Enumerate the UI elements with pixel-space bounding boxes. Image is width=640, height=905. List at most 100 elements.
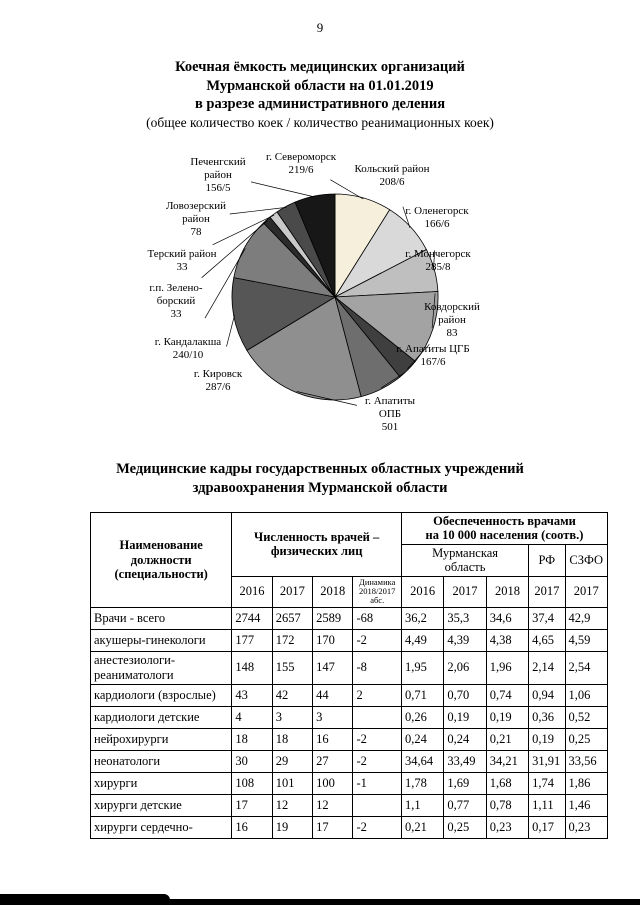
table-cell: 36,2 — [400, 606, 445, 630]
row-label: Врачи - всего — [89, 606, 233, 630]
chart-title-line-2: Мурманской области на 01.01.2019 — [206, 77, 434, 94]
row-label: неонатологи — [89, 749, 233, 773]
table-cell: 1,1 — [400, 793, 445, 817]
chart-subtitle: (общее количество коек / количество реан… — [146, 114, 494, 130]
table-cell: 0,24 — [443, 727, 487, 751]
table-cell: 4,65 — [528, 628, 566, 652]
table-cell — [352, 793, 402, 817]
pie-slice-3 — [333, 291, 439, 362]
table-row: анестезиологи-реаниматологи 148 155 147 -8 1,… — [89, 650, 608, 685]
table-cell: 16 — [312, 727, 354, 751]
table-body: Врачи - всего 2744 2657 2589 -68 36,2 35,3 34,6… — [89, 606, 608, 839]
table-cell: 0,78 — [485, 793, 530, 817]
pie-slice-label: г. Кандалакша 240/10 — [155, 336, 221, 361]
pie-label-leader-line — [380, 372, 405, 389]
col-header-region: Мурманская область — [400, 543, 530, 577]
table-cell: 34,21 — [485, 749, 530, 773]
pie-slice-label: г. Апатиты ОПБ 501 — [365, 395, 416, 433]
pie-label-leader-line — [226, 314, 235, 347]
chart-title: Коечная ёмкость медицинских организаций … — [0, 58, 640, 131]
table-row: акушеры-гинекологи 177 172 170 -2 4,49 4,39 4,3… — [89, 628, 608, 652]
staff-table-wrap: Наименование должности (специальности) Ч… — [89, 512, 609, 839]
table-cell: 19 — [271, 815, 314, 839]
table-cell: 34,64 — [400, 749, 445, 773]
pie-label-leader-line — [201, 220, 268, 278]
table-cell: 0,36 — [528, 705, 566, 729]
table-title-line-1: Медицинские кадры государственных област… — [116, 461, 524, 477]
table-row: хирурги 108 101 100 -1 1,78 1,69 1,68 1,74 1,86 — [89, 771, 608, 795]
table-cell: 2,14 — [528, 650, 566, 685]
table-cell: 108 — [231, 771, 273, 795]
table-cell: 43 — [231, 683, 273, 707]
col-header-year: 2017 — [443, 575, 487, 608]
pie-label-leader-line — [204, 248, 246, 319]
table-cell: 33,49 — [443, 749, 487, 773]
table-cell: 18 — [231, 727, 273, 751]
table-title: Медицинские кадры государственных област… — [0, 460, 640, 498]
row-label: нейрохирурги — [89, 727, 233, 751]
col-header-year: 2016 — [400, 575, 445, 608]
pie-slice-label: г. Оленегорск 166/6 — [405, 205, 469, 230]
col-header-name: Наименование должности (специальности) — [89, 512, 233, 608]
table-cell: 0,70 — [443, 683, 487, 707]
pie-slice-label: г. Апатиты ЦГБ 167/6 — [396, 343, 469, 368]
table-cell: -2 — [352, 815, 402, 839]
table-cell: 12 — [271, 793, 314, 817]
table-cell: 101 — [271, 771, 314, 795]
pie-slice-label: г. Кировск 287/6 — [194, 368, 243, 393]
table-cell: 44 — [312, 683, 354, 707]
table-cell: 12 — [312, 793, 354, 817]
table-cell: 18 — [271, 727, 314, 751]
table-cell: 1,78 — [400, 771, 445, 795]
table-cell: 4,38 — [485, 628, 530, 652]
table-cell: 42 — [271, 683, 314, 707]
pie-label-leader-line — [407, 344, 430, 370]
col-header-dynamics: Динамика 2018/2017 абс. — [352, 575, 402, 608]
col-header-counts-group: Численность врачей – физических лиц — [231, 512, 402, 577]
col-header-year: 2018 — [312, 575, 354, 608]
row-label: акушеры-гинекологи — [89, 628, 233, 652]
pie-slice-label: Кольский район 208/6 — [354, 163, 429, 188]
table-cell: 1,69 — [443, 771, 487, 795]
pie-slice-label: Печенгский район 156/5 — [190, 156, 245, 194]
table-header: Наименование должности (специальности) Ч… — [89, 512, 609, 608]
table-cell: 0,21 — [485, 727, 530, 751]
col-header-year: 2017 — [528, 575, 566, 608]
table-cell: 30 — [231, 749, 273, 773]
table-cell: 0,19 — [528, 727, 566, 751]
table-cell: 3 — [312, 705, 354, 729]
table-cell: 4,59 — [564, 628, 608, 652]
pie-slice-label: Терский район 33 — [147, 248, 216, 273]
col-header-szfo: СЗФО — [564, 543, 608, 577]
table-cell: 33,56 — [564, 749, 608, 773]
table-cell: -2 — [352, 628, 402, 652]
pie-slice-label: Ловозерский район 78 — [166, 200, 226, 238]
table-cell: 0,23 — [564, 815, 608, 839]
pie-label-leader-line — [431, 293, 436, 329]
table-cell: 2,54 — [564, 650, 608, 685]
table-cell: 155 — [271, 650, 314, 685]
table-cell: 1,11 — [528, 793, 566, 817]
table-row: кардиологи (взрослые) 43 42 44 2 0,71 0,70 0,74… — [89, 683, 608, 707]
table-cell: 0,19 — [485, 705, 530, 729]
table-row: хирурги детские 17 12 12 1,1 0,77 0,78 1,11 1,46 — [89, 793, 608, 817]
table-cell: 0,21 — [400, 815, 445, 839]
table-cell: -68 — [352, 606, 402, 630]
table-cell: 3 — [271, 705, 314, 729]
pie-label-leader-line — [212, 214, 275, 246]
col-header-provision-group: Обеспеченность врачами на 10 000 населен… — [400, 512, 609, 545]
table-cell: 0,77 — [443, 793, 487, 817]
table-cell: -1 — [352, 771, 402, 795]
pie-slice-label: Ковдорский район 83 — [424, 301, 480, 339]
table-row: кардиологи детские 4 3 3 0,26 0,19 0,19 0,36 0,5… — [89, 705, 608, 729]
table-cell: 27 — [312, 749, 354, 773]
table-cell: 2744 — [231, 606, 273, 630]
table-cell: 1,46 — [564, 793, 608, 817]
col-header-year: 2016 — [231, 575, 273, 608]
row-label: кардиологи детские — [89, 705, 233, 729]
table-cell: 0,94 — [528, 683, 566, 707]
table-cell: 34,6 — [485, 606, 530, 630]
table-cell — [352, 705, 402, 729]
pie-slice-label: г. Североморск 219/6 — [266, 151, 337, 176]
